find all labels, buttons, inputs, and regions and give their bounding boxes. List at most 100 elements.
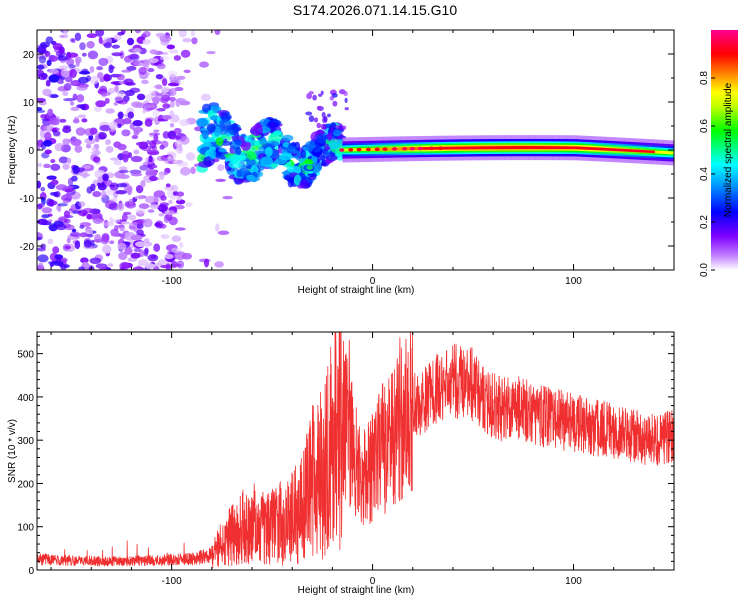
tone-core — [492, 146, 496, 149]
heatmap-noise-blob — [97, 176, 104, 184]
heatmap-noise-blob — [222, 195, 233, 200]
heatmap-noise-blob — [147, 254, 159, 262]
tone-core — [478, 146, 482, 150]
heatmap-noise-blob — [147, 67, 155, 73]
heatmap-noise-blob — [117, 224, 125, 228]
heatmap-noise-blob — [183, 69, 191, 74]
heatmap-noise-blob — [65, 192, 70, 199]
heatmap-noise-blob — [37, 97, 46, 103]
heatmap-noise-blob — [43, 163, 51, 169]
tone-hotspot — [409, 146, 415, 151]
tone-core — [651, 150, 655, 154]
heatmap-noise-blob — [83, 240, 92, 248]
heatmap-noise-blob — [52, 246, 60, 254]
tone-core — [487, 146, 491, 149]
tone-core — [618, 148, 622, 152]
heatmap-noise-blob — [57, 86, 68, 92]
heatmap-noise-blob — [117, 123, 122, 129]
heatmap-noise-blob — [145, 195, 157, 204]
heatmap-noise-blob — [64, 188, 74, 193]
heatmap-noise-blob — [156, 108, 166, 112]
heatmap-noise-blob — [164, 210, 175, 215]
heatmap-noise-blob — [190, 30, 195, 37]
heatmap-signal-blob — [273, 130, 283, 136]
heatmap-noise-blob — [173, 127, 182, 135]
tone-core — [649, 150, 653, 153]
heatmap-outlier-blob — [323, 115, 328, 122]
tone-core — [567, 146, 571, 149]
heatmap-noise-blob — [160, 140, 169, 148]
heatmap-signal-blob — [264, 146, 273, 157]
heatmap-noise-blob — [56, 223, 67, 231]
tone-core — [456, 146, 460, 150]
heatmap-noise-blob — [86, 33, 97, 39]
heatmap-signal-blob — [269, 121, 276, 132]
tone-band — [660, 150, 664, 154]
tone-core — [589, 147, 593, 150]
tone-core — [637, 149, 641, 153]
tone-band — [378, 147, 382, 151]
heatmap-noise-blob — [173, 55, 181, 61]
heatmap-noise-blob — [132, 266, 145, 270]
heatmap-noise-blob — [113, 160, 122, 166]
heatmap-noise-blob — [37, 162, 43, 168]
tone-core — [610, 148, 614, 151]
y-tick-label: 200 — [17, 479, 34, 490]
heatmap-signal-blob — [327, 132, 333, 141]
tone-band — [354, 148, 358, 152]
heatmap-noise-blob — [57, 203, 68, 207]
tone-band — [670, 151, 674, 155]
heatmap-noise-blob — [37, 247, 46, 252]
tone-band — [653, 150, 657, 154]
heatmap-noise-blob — [134, 30, 141, 34]
heatmap-noise-blob — [176, 191, 185, 197]
tone-core — [468, 146, 472, 150]
heatmap-signal-blob — [282, 134, 294, 142]
tone-core — [509, 146, 513, 149]
heatmap-noise-blob — [178, 143, 183, 152]
heatmap-outlier-blob — [318, 93, 323, 97]
tone-hotspot — [392, 147, 398, 151]
heatmap-noise-blob — [86, 40, 95, 49]
y-tick-label: 400 — [17, 393, 34, 404]
tone-hotspot — [339, 148, 345, 152]
tone-core — [543, 146, 547, 149]
heatmap-noise-blob — [79, 225, 85, 229]
heatmap-noise-blob — [149, 203, 160, 210]
tone-hotspot — [417, 146, 423, 151]
heatmap-signal-blob — [294, 141, 301, 152]
heatmap-signal-blob — [332, 129, 342, 137]
heatmap-noise-blob — [130, 155, 143, 163]
heatmap-noise-blob — [37, 254, 49, 263]
heatmap-noise-blob — [135, 241, 147, 248]
tone-band — [407, 147, 411, 151]
heatmap-noise-blob — [115, 183, 128, 188]
tone-core — [471, 146, 475, 150]
tone-core — [615, 148, 619, 152]
heatmap-noise-blob — [178, 30, 187, 38]
heatmap-noise-blob — [101, 190, 107, 199]
heatmap-signal-blob — [240, 140, 252, 151]
tone-core — [458, 146, 462, 150]
heatmap-noise-blob — [214, 30, 221, 36]
tone-core — [507, 146, 511, 149]
tone-core — [574, 146, 578, 150]
heatmap-noise-blob — [50, 163, 61, 171]
heatmap-noise-blob — [206, 50, 216, 55]
heatmap-noise-blob — [142, 39, 151, 45]
heatmap-noise-blob — [158, 213, 165, 217]
heatmap-noise-blob — [98, 57, 109, 67]
tone-core — [635, 149, 639, 153]
heatmap-noise-blob — [168, 49, 179, 54]
heatmap-noise-blob — [149, 175, 158, 182]
heatmap-noise-blob — [116, 91, 126, 97]
x-tick-label: 100 — [565, 276, 582, 287]
heatmap-noise-blob — [142, 30, 151, 38]
heatmap-noise-blob — [37, 46, 47, 54]
tone-core — [562, 146, 566, 149]
heatmap-outlier-blob — [335, 124, 339, 129]
heatmap-signal-blob — [306, 164, 314, 170]
heatmap-noise-blob — [190, 166, 196, 175]
heatmap-noise-blob — [90, 150, 102, 156]
tone-core — [466, 146, 470, 150]
